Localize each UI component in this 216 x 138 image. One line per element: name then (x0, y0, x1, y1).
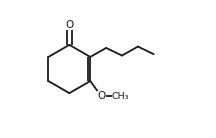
Text: O: O (97, 91, 105, 101)
Text: CH₃: CH₃ (112, 92, 129, 101)
Text: O: O (65, 20, 73, 30)
